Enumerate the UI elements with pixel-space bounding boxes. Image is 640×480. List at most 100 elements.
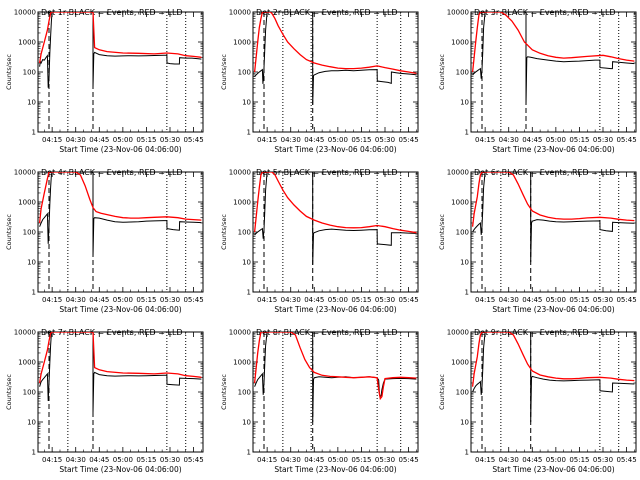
y-tick-label: 10	[460, 419, 469, 427]
x-axis-label: Start Time (23-Nov-06 04:06:00)	[274, 465, 396, 474]
x-tick-label: 05:00	[328, 456, 348, 464]
series-line-events	[39, 332, 202, 414]
panel-title: Det 3r BLACK = Events, RED = LLD	[474, 8, 616, 17]
x-axis-label: Start Time (23-Nov-06 04:06:00)	[274, 145, 396, 154]
y-tick-label: 10000	[447, 329, 469, 337]
series-line-lld	[38, 172, 202, 224]
series-line-lld	[471, 332, 635, 387]
x-tick-label: 04:30	[66, 456, 86, 464]
y-tick-label: 100	[456, 229, 469, 237]
x-axis-label: Start Time (23-Nov-06 04:06:00)	[492, 145, 614, 154]
panel-title: Det 9r BLACK = Events, RED = LLD	[474, 328, 616, 337]
y-tick-label: 10	[460, 99, 469, 107]
x-tick-label: 04:45	[304, 296, 324, 304]
y-tick-label: 10000	[229, 169, 251, 177]
y-tick-label: 1000	[233, 199, 251, 207]
x-tick-label: 04:45	[89, 456, 109, 464]
y-tick-label: 100	[238, 229, 251, 237]
y-tick-label: 1	[247, 289, 251, 297]
plot-frame	[37, 11, 204, 133]
series-line-lld	[253, 12, 417, 75]
x-tick-label: 05:30	[160, 296, 180, 304]
y-tick-label: 10	[27, 259, 36, 267]
x-tick-label: 04:15	[257, 136, 277, 144]
plot-frame	[252, 171, 419, 293]
y-tick-label: 1000	[451, 359, 469, 367]
x-tick-label: 04:45	[89, 136, 109, 144]
panel-det-8: Det 8r BLACK = Events, RED = LLD Counts/s…	[220, 328, 419, 474]
y-tick-label: 100	[23, 389, 36, 397]
panel-det-6: Det 6r BLACK = Events, RED = LLD Counts/s…	[438, 168, 637, 314]
x-tick-label: 05:15	[136, 136, 156, 144]
x-axis-label: Start Time (23-Nov-06 04:06:00)	[492, 305, 614, 314]
x-tick-label: 05:15	[136, 296, 156, 304]
x-axis-label: Start Time (23-Nov-06 04:06:00)	[492, 465, 614, 474]
panel-title: Det 4r BLACK = Events, RED = LLD	[41, 168, 183, 177]
y-tick-label: 1000	[233, 359, 251, 367]
series-line-events	[472, 172, 635, 263]
y-tick-label: 10000	[14, 329, 36, 337]
y-tick-label: 100	[238, 389, 251, 397]
y-axis-label: Counts/sec	[438, 374, 446, 410]
x-tick-label: 05:30	[160, 136, 180, 144]
x-tick-label: 05:45	[398, 136, 418, 144]
x-tick-label: 05:45	[616, 296, 636, 304]
panel-det-7: Det 7r BLACK = Events, RED = LLD Counts/s…	[5, 328, 204, 474]
y-tick-label: 10000	[229, 329, 251, 337]
x-tick-label: 05:30	[593, 136, 613, 144]
y-tick-label: 100	[238, 69, 251, 77]
y-tick-label: 10	[242, 419, 251, 427]
x-tick-label: 05:45	[183, 296, 203, 304]
series-line-events	[39, 172, 202, 257]
y-tick-label: 1000	[233, 39, 251, 47]
y-tick-label: 10	[460, 259, 469, 267]
y-tick-label: 10000	[447, 9, 469, 17]
y-tick-label: 1	[247, 449, 251, 457]
x-tick-label: 05:00	[546, 296, 566, 304]
x-tick-label: 04:30	[66, 136, 86, 144]
x-tick-label: 05:15	[569, 136, 589, 144]
x-tick-label: 04:30	[499, 136, 519, 144]
x-tick-label: 04:30	[281, 296, 301, 304]
panel-det-2: Det 2r BLACK = Events, RED = LLD Counts/s…	[220, 8, 419, 154]
series-line-events	[254, 12, 417, 105]
panel-title: Det 7r BLACK = Events, RED = LLD	[41, 328, 183, 337]
x-tick-label: 05:30	[375, 296, 395, 304]
x-tick-label: 04:45	[522, 456, 542, 464]
plot-frame	[37, 331, 204, 453]
y-tick-label: 100	[456, 389, 469, 397]
series-line-events	[472, 332, 635, 423]
y-tick-label: 10	[242, 99, 251, 107]
x-tick-label: 05:15	[136, 456, 156, 464]
y-axis-label: Counts/sec	[438, 54, 446, 90]
panel-det-5: Det 5r BLACK = Events, RED = LLD Counts/s…	[220, 168, 419, 314]
x-tick-label: 04:45	[522, 296, 542, 304]
plot-frame	[37, 171, 204, 293]
y-axis-label: Counts/sec	[220, 214, 228, 250]
panel-det-4: Det 4r BLACK = Events, RED = LLD Counts/s…	[5, 168, 204, 314]
y-axis-label: Counts/sec	[5, 54, 13, 90]
x-tick-label: 05:15	[351, 456, 371, 464]
y-tick-label: 1	[465, 449, 469, 457]
y-tick-label: 1	[32, 129, 36, 137]
y-tick-label: 100	[456, 69, 469, 77]
plot-frame	[252, 331, 419, 453]
x-tick-label: 05:30	[593, 296, 613, 304]
x-tick-label: 05:45	[183, 136, 203, 144]
x-tick-label: 04:45	[522, 136, 542, 144]
y-tick-label: 10	[27, 419, 36, 427]
x-tick-label: 05:30	[375, 136, 395, 144]
x-tick-label: 05:45	[616, 136, 636, 144]
y-tick-label: 1	[247, 129, 251, 137]
x-tick-label: 04:30	[66, 296, 86, 304]
y-tick-label: 100	[23, 229, 36, 237]
x-axis-label: Start Time (23-Nov-06 04:06:00)	[59, 305, 181, 314]
x-tick-label: 05:00	[113, 136, 133, 144]
y-tick-label: 1	[32, 449, 36, 457]
x-tick-label: 05:15	[569, 456, 589, 464]
x-tick-label: 04:30	[281, 456, 301, 464]
x-tick-label: 05:30	[160, 456, 180, 464]
x-tick-label: 04:15	[475, 136, 495, 144]
x-tick-label: 05:45	[398, 456, 418, 464]
